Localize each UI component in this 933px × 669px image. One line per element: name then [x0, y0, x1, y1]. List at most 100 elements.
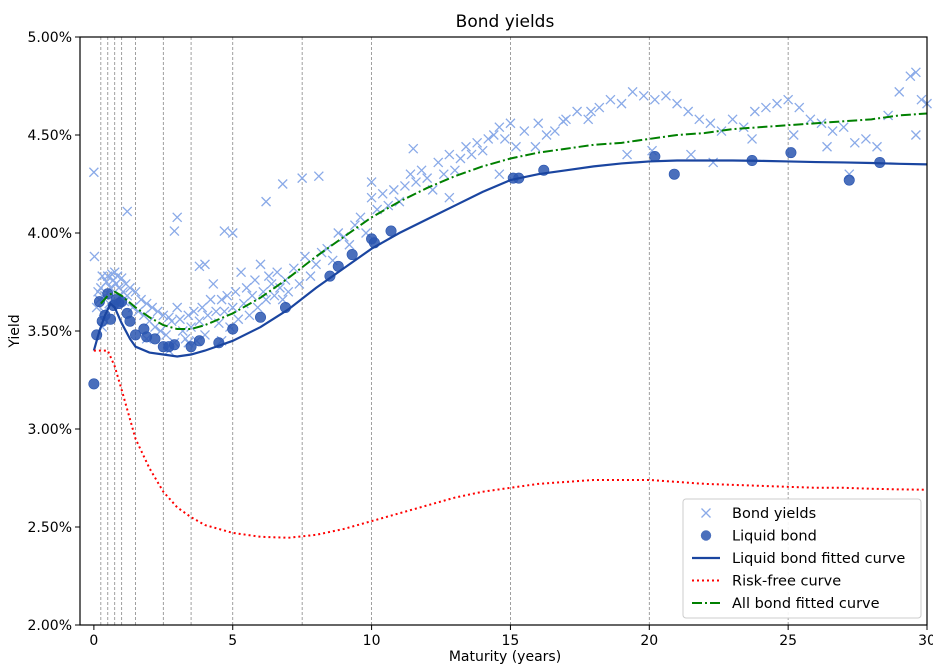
bond-yield-point: [916, 94, 927, 105]
bond-yield-point: [494, 169, 505, 180]
bond-yield-point: [116, 273, 127, 284]
bond-yield-point: [241, 282, 252, 293]
bond-yield-point: [277, 179, 288, 189]
bond-yield-point: [311, 259, 322, 270]
liquid-bond-point: [88, 378, 100, 390]
liquid-bond-point: [255, 311, 267, 323]
legend-marker-bond-yields: [701, 508, 711, 518]
all-bond-fitted-curve: [100, 112, 928, 331]
bond-yield-point: [197, 302, 208, 313]
bond-yield-point: [533, 118, 544, 129]
bond-yield-point: [200, 259, 210, 270]
bond-yield-point: [169, 226, 180, 236]
bond-yield-point: [455, 153, 466, 164]
bond-yield-point: [783, 94, 794, 105]
x-axis-title: Maturity (years): [449, 649, 561, 665]
liquid-bond-point: [227, 323, 239, 335]
y-tick-label: 3.50%: [28, 324, 72, 340]
bond-yield-point: [894, 86, 905, 97]
x-tick-label: 30: [918, 633, 933, 649]
liquid-bond-point: [843, 174, 855, 186]
bond-yield-point: [211, 306, 222, 317]
bond-yield-point: [749, 106, 760, 117]
bond-yield-point: [233, 314, 244, 325]
bond-yield-point: [760, 102, 771, 113]
bond-yield-point: [261, 196, 272, 207]
bond-yield-point: [477, 145, 488, 156]
bond-yield-point: [558, 116, 569, 127]
bond-yield-point: [299, 251, 310, 262]
liquid-bond-point: [785, 147, 797, 159]
bond-yield-point: [183, 310, 194, 321]
bond-yield-point: [172, 212, 183, 223]
bond-yield-point: [530, 141, 541, 152]
bond-yield-point: [849, 137, 860, 148]
x-tick-label: 20: [640, 633, 658, 649]
bond-yield-point: [366, 192, 377, 203]
bond-yield-point: [252, 302, 263, 313]
bond-yield-point: [230, 286, 241, 297]
x-tick-label: 5: [228, 633, 237, 649]
legend-label-risk-free-curve: Risk-free curve: [732, 574, 841, 590]
liquid-bond-fitted-curve: [92, 159, 928, 358]
bond-yield-point: [399, 181, 410, 191]
bond-yield-point: [205, 294, 216, 305]
bond-yield-point: [130, 286, 141, 297]
liquid-bond-point: [102, 288, 114, 300]
bond-yield-point: [411, 177, 421, 187]
legend: Bond yields Liquid bond Liquid bond fitted…: [682, 498, 922, 619]
bond-yield-point: [186, 322, 197, 333]
bond-yield-point: [249, 275, 260, 285]
bond-yield-point: [488, 130, 499, 140]
bond-yield-point: [483, 133, 494, 144]
bond-yield-point: [216, 294, 227, 305]
x-tick-label: 10: [363, 633, 381, 649]
bond-yield-point: [660, 90, 671, 101]
bond-yield-point: [383, 200, 394, 211]
bond-yield-point: [269, 290, 280, 301]
liquid-bond-point: [193, 335, 205, 347]
bond-yield-point: [161, 329, 172, 340]
chart-title: Bond yields: [456, 12, 555, 32]
bond-yield-point: [438, 169, 449, 180]
bond-yield-point: [194, 261, 205, 272]
bond-yield-point: [227, 302, 238, 313]
bond-yield-point: [583, 114, 594, 125]
bond-yield-point: [283, 286, 294, 297]
bond-yield-point: [472, 137, 483, 148]
bond-yield-point: [219, 306, 230, 317]
bond-yield-point: [616, 98, 627, 109]
bond-yield-point: [494, 122, 505, 133]
bond-yield-point: [694, 114, 705, 125]
bond-yield-point: [627, 86, 638, 97]
bond-yield-point: [747, 133, 758, 144]
bond-yield-point: [605, 94, 616, 105]
bond-yield-point: [158, 310, 169, 321]
y-tick-label: 5.00%: [28, 30, 72, 46]
bond-yield-point: [122, 206, 133, 217]
bond-yield-point: [622, 149, 633, 160]
liquid-bond-point: [124, 315, 136, 327]
bond-yield-point: [255, 259, 266, 270]
bond-yield-point: [827, 126, 838, 137]
liquid-bond-point: [105, 313, 117, 325]
series-layer: [88, 67, 932, 539]
bond-yield-point: [294, 279, 305, 289]
bond-yield-point: [838, 122, 849, 133]
bond-yield-point: [272, 267, 283, 278]
bond-yield-point: [166, 316, 177, 327]
bond-yield-point: [227, 228, 238, 238]
bond-yield-point: [222, 290, 233, 301]
x-tick-label: 0: [89, 633, 98, 649]
liquid-bond-series: [88, 147, 886, 390]
bond-yield-point: [586, 106, 596, 117]
bond-yield-point: [366, 177, 377, 187]
bond-yield-point: [649, 94, 660, 105]
liquid-bond-point: [116, 296, 128, 308]
bond-yield-point: [685, 149, 696, 160]
bond-yield-point: [388, 184, 399, 195]
bond-yield-point: [194, 316, 205, 327]
liquid-bond-point: [346, 249, 358, 261]
bond-yield-point: [172, 302, 183, 313]
